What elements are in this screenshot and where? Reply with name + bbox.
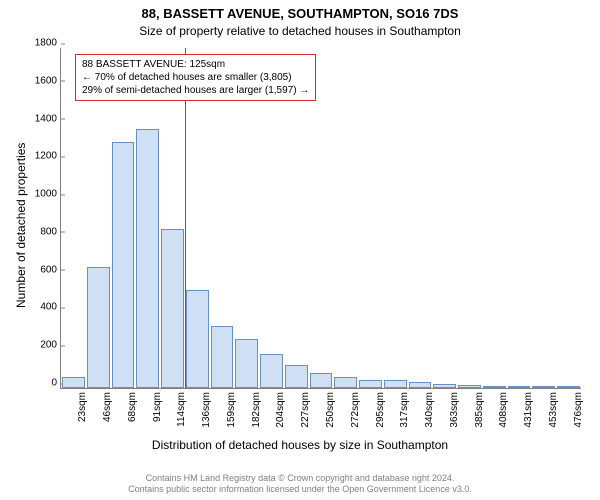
histogram-bar — [310, 373, 333, 388]
chart-subtitle: Size of property relative to detached ho… — [0, 24, 600, 38]
x-tick: 453sqm — [548, 392, 559, 428]
histogram-bar — [433, 384, 456, 388]
x-tick: 159sqm — [226, 392, 237, 428]
annotation-box: 88 BASSETT AVENUE: 125sqm← 70% of detach… — [75, 54, 316, 101]
y-tick: 400 — [40, 302, 61, 313]
x-tick: 317sqm — [399, 392, 410, 428]
histogram-bar — [409, 382, 432, 388]
x-tick: 182sqm — [251, 392, 262, 428]
histogram-bar — [508, 386, 531, 388]
histogram-bar — [112, 142, 135, 388]
x-axis-label: Distribution of detached houses by size … — [0, 438, 600, 452]
x-tick: 431sqm — [523, 392, 534, 428]
y-tick: 600 — [40, 264, 61, 275]
histogram-bar — [384, 380, 407, 388]
histogram-bar — [62, 377, 85, 388]
annotation-line: ← 70% of detached houses are smaller (3,… — [82, 71, 309, 84]
histogram-bar — [359, 380, 382, 388]
x-tick: 23sqm — [77, 392, 88, 422]
credit-text: Contains HM Land Registry data © Crown c… — [0, 473, 600, 496]
histogram-bar — [235, 339, 258, 388]
y-tick: 1000 — [35, 189, 61, 200]
histogram-bar — [161, 229, 184, 388]
y-tick: 1200 — [35, 151, 61, 162]
histogram-bar — [532, 386, 555, 388]
histogram-bar — [186, 290, 209, 388]
y-tick: 800 — [40, 226, 61, 237]
x-tick: 68sqm — [127, 392, 138, 422]
y-tick: 1400 — [35, 113, 61, 124]
x-tick: 46sqm — [102, 392, 113, 422]
x-tick: 272sqm — [350, 392, 361, 428]
histogram-bar — [211, 326, 234, 388]
histogram-bar — [458, 385, 481, 388]
x-tick: 204sqm — [275, 392, 286, 428]
x-tick: 295sqm — [375, 392, 386, 428]
x-tick: 408sqm — [498, 392, 509, 428]
credit-line-2: Contains public sector information licen… — [0, 484, 600, 496]
credit-line-1: Contains HM Land Registry data © Crown c… — [0, 473, 600, 485]
y-tick: 1600 — [35, 75, 61, 86]
annotation-line: 29% of semi-detached houses are larger (… — [82, 84, 309, 97]
histogram-bar — [334, 377, 357, 388]
x-tick: 476sqm — [573, 392, 584, 428]
chart-title: 88, BASSETT AVENUE, SOUTHAMPTON, SO16 7D… — [0, 6, 600, 21]
x-tick: 227sqm — [300, 392, 311, 428]
y-tick: 200 — [40, 340, 61, 351]
x-tick: 91sqm — [152, 392, 163, 422]
x-tick: 363sqm — [449, 392, 460, 428]
chart-container: 88, BASSETT AVENUE, SOUTHAMPTON, SO16 7D… — [0, 0, 600, 500]
x-tick: 250sqm — [325, 392, 336, 428]
y-tick: 1800 — [35, 38, 61, 49]
x-tick: 114sqm — [176, 392, 187, 427]
x-tick: 340sqm — [424, 392, 435, 428]
histogram-bar — [557, 386, 580, 388]
histogram-bar — [483, 386, 506, 388]
histogram-bar — [260, 354, 283, 388]
histogram-bar — [285, 365, 308, 388]
y-axis-label: Number of detached properties — [14, 143, 28, 308]
histogram-bar — [136, 129, 159, 388]
y-tick: 0 — [51, 378, 61, 389]
x-tick: 136sqm — [201, 392, 212, 428]
annotation-line: 88 BASSETT AVENUE: 125sqm — [82, 58, 309, 71]
histogram-bar — [87, 267, 110, 388]
x-tick: 385sqm — [474, 392, 485, 428]
